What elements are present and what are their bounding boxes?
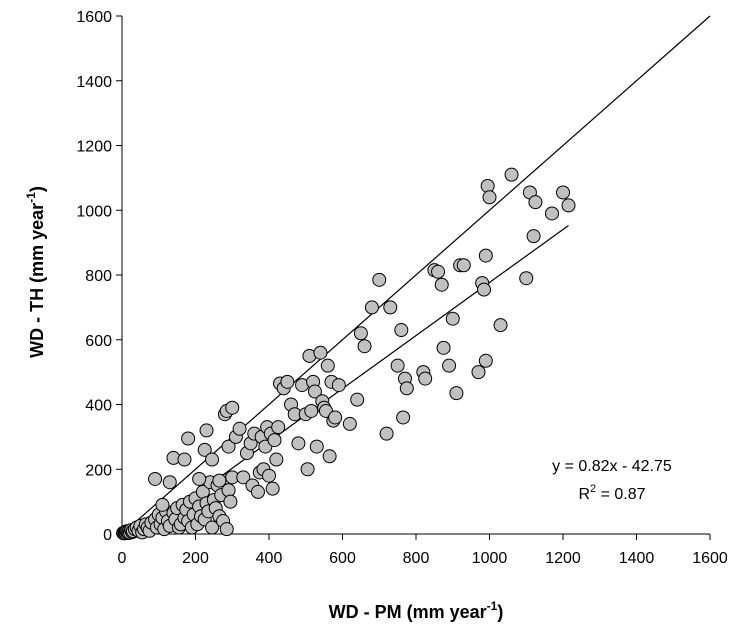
x-tick-label: 400	[256, 550, 283, 567]
data-point	[300, 462, 315, 477]
regression-equation: y = 0.82x - 42.75	[552, 458, 672, 475]
data-point	[436, 340, 451, 355]
data-point	[148, 471, 163, 486]
data-point	[342, 416, 357, 431]
data-point	[476, 282, 491, 297]
data-point	[493, 318, 508, 333]
data-point	[480, 178, 495, 193]
x-tick-label: 1400	[619, 550, 655, 567]
data-point	[372, 272, 387, 287]
data-point	[394, 323, 409, 338]
data-point	[445, 311, 460, 326]
data-point	[225, 400, 240, 415]
data-point	[304, 403, 319, 418]
y-tick-label: 0	[103, 527, 112, 544]
data-point	[504, 167, 519, 182]
data-point	[331, 378, 346, 393]
data-point	[205, 520, 220, 535]
y-tick-label: 1200	[76, 139, 112, 156]
y-axis-title: WD - TH (mm year-1)	[24, 186, 47, 358]
y-tick-label: 1400	[76, 74, 112, 91]
x-tick-label: 600	[329, 550, 356, 567]
data-point	[236, 470, 251, 485]
data-point	[396, 410, 411, 425]
data-point	[390, 358, 405, 373]
y-tick-label: 1000	[76, 203, 112, 220]
data-point	[181, 431, 196, 446]
data-point	[205, 452, 220, 467]
data-point	[478, 353, 493, 368]
data-point	[221, 439, 236, 454]
y-tick-label: 600	[85, 333, 112, 350]
y-tick-label: 200	[85, 462, 112, 479]
data-point	[434, 277, 449, 292]
data-point	[232, 421, 247, 436]
data-point	[442, 358, 457, 373]
y-tick-label: 1600	[76, 9, 112, 26]
data-point	[556, 185, 570, 200]
one-to-one-line	[121, 15, 711, 535]
x-tick-label: 0	[118, 550, 127, 567]
data-point	[197, 442, 212, 457]
data-point	[449, 386, 464, 401]
data-point	[431, 264, 446, 279]
x-axis-ticks: 0 200 400 600 800 1000 1200 1400 1600	[118, 534, 728, 567]
data-point	[212, 473, 227, 488]
data-point	[262, 468, 276, 483]
data-point	[482, 190, 497, 205]
data-point	[399, 381, 414, 396]
data-point	[478, 248, 493, 263]
data-point	[353, 326, 368, 341]
data-point	[526, 229, 541, 244]
data-point	[544, 206, 559, 221]
data-point	[456, 258, 471, 273]
data-point	[364, 300, 379, 315]
x-axis-title: WD - PM (mm year-1)	[329, 599, 504, 622]
data-point	[219, 522, 234, 537]
data-point	[199, 423, 214, 438]
data-points	[116, 167, 576, 541]
data-point	[309, 439, 324, 454]
x-tick-label: 1000	[472, 550, 508, 567]
data-point	[350, 392, 365, 407]
data-point	[291, 436, 306, 451]
data-point	[528, 195, 543, 210]
data-point	[280, 374, 295, 389]
data-point	[223, 494, 238, 509]
data-point	[177, 452, 192, 467]
x-tick-label: 800	[403, 550, 430, 567]
data-point	[313, 345, 328, 360]
y-tick-label: 400	[85, 398, 112, 415]
data-point	[519, 271, 534, 286]
data-point	[250, 484, 265, 499]
r-squared: R2 = 0.87	[578, 483, 645, 503]
data-point	[418, 371, 433, 386]
data-point	[271, 420, 286, 435]
data-point	[383, 300, 398, 315]
data-point	[561, 198, 576, 213]
data-point	[328, 410, 343, 425]
data-point	[307, 384, 322, 399]
y-axis-ticks: 0 200 400 600 800 1000 1200 1400 1600	[76, 9, 122, 544]
data-point	[322, 449, 337, 464]
data-point	[192, 471, 207, 486]
data-point	[320, 358, 335, 373]
y-tick-label: 800	[85, 268, 112, 285]
data-point	[379, 426, 394, 441]
data-point	[269, 452, 284, 467]
x-tick-label: 1600	[692, 550, 728, 567]
data-point	[162, 475, 177, 490]
data-point	[471, 365, 486, 380]
x-tick-label: 1200	[545, 550, 581, 567]
data-point	[357, 339, 372, 354]
x-tick-label: 200	[182, 550, 209, 567]
data-point	[267, 433, 282, 448]
data-point	[265, 481, 280, 496]
data-point	[155, 497, 170, 512]
